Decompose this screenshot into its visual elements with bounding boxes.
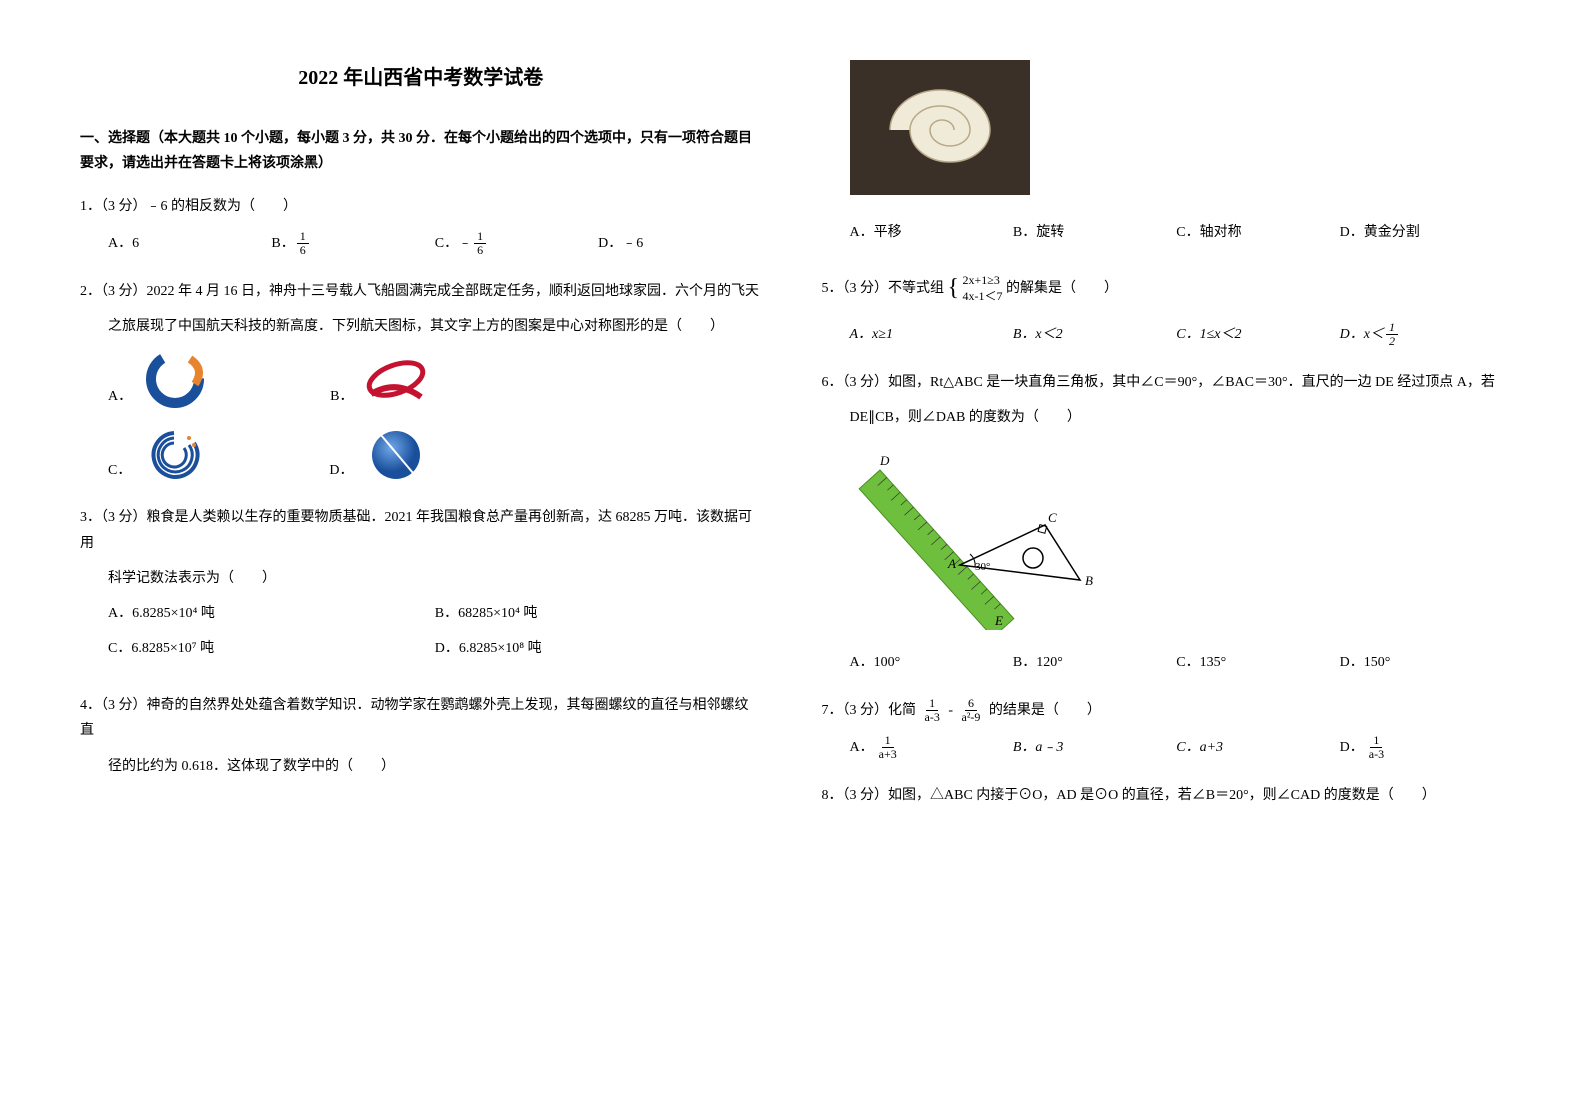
q6-opt-d: D．150° — [1340, 650, 1503, 675]
q2-opt-a-label: A． — [108, 384, 132, 409]
fraction-icon: 1a-3 — [922, 697, 943, 724]
q2-opt-c-label: C． — [108, 458, 131, 483]
question-7: 7．（3 分）化简 1a-3 - 6a²-9 的结果是（ ） A． 1a+3 B… — [822, 697, 1504, 762]
question-2: 2．（3 分）2022 年 4 月 16 日，神舟十三号载人飞船圆满完成全部既定… — [80, 279, 762, 483]
q7-opt-c: C．a+3 — [1176, 734, 1339, 761]
svg-text:A: A — [947, 556, 956, 571]
q6-text-2: DE∥CB，则∠DAB 的度数为（ ） — [822, 405, 1504, 430]
q3-opt-a: A．6.8285×10⁴ 吨 — [108, 601, 435, 626]
question-3: 3．（3 分）粮食是人类赖以生存的重要物质基础．2021 年我国粮食总产量再创新… — [80, 505, 762, 671]
brace-icon: { — [948, 275, 960, 301]
q1-opt-d: D．﹣6 — [598, 230, 761, 257]
q1-opt-b: B． 16 — [271, 230, 434, 257]
q6-opt-c: C．135° — [1176, 650, 1339, 675]
q4-opt-c: C．轴对称 — [1176, 220, 1339, 245]
q3-opt-c: C．6.8285×10⁷ 吨 — [108, 636, 435, 661]
q6-opt-a: A．100° — [850, 650, 1013, 675]
question-1: 1．（3 分）﹣6 的相反数为（ ） A．6 B． 16 C．﹣ 16 D．﹣6 — [80, 194, 762, 257]
q4-opt-d: D．黄金分割 — [1340, 220, 1503, 245]
fraction-icon: 1a-3 — [1366, 734, 1387, 761]
question-6: 6．（3 分）如图，Rt△ABC 是一块直角三角板，其中∠C＝90°，∠BAC＝… — [822, 370, 1504, 675]
logo-d-icon — [361, 423, 431, 483]
fraction-icon: 6a²-9 — [959, 697, 984, 724]
q6-text-1: 6．（3 分）如图，Rt△ABC 是一块直角三角板，其中∠C＝90°，∠BAC＝… — [822, 370, 1504, 395]
fraction-icon: 1a+3 — [876, 734, 900, 761]
q3-opt-d: D．6.8285×10⁸ 吨 — [435, 636, 762, 661]
q7-text: 7．（3 分）化简 1a-3 - 6a²-9 的结果是（ ） — [822, 697, 1504, 724]
q2-text-2: 之旅展现了中国航天科技的新高度．下列航天图标，其文字上方的图案是中心对称图形的是… — [80, 314, 762, 339]
q4-opt-b: B．旋转 — [1013, 220, 1176, 245]
q5-opt-c: C．1≤x＜2 — [1176, 321, 1339, 348]
q5-opt-a: A．x≥1 — [850, 321, 1013, 348]
q4-text-1: 4．（3 分）神奇的自然界处处蕴含着数学知识．动物学家在鹦鹉螺外壳上发现，其每圈… — [80, 693, 762, 743]
nautilus-photo-icon — [850, 60, 1030, 195]
question-8: 8．（3 分）如图，△ABC 内接于⊙O，AD 是⊙O 的直径，若∠B＝20°，… — [822, 783, 1504, 808]
logo-c-icon — [139, 423, 209, 483]
svg-text:E: E — [994, 613, 1003, 628]
q1-opt-a: A．6 — [108, 230, 271, 257]
fraction-icon: 16 — [474, 230, 486, 257]
q8-text: 8．（3 分）如图，△ABC 内接于⊙O，AD 是⊙O 的直径，若∠B＝20°，… — [822, 783, 1504, 808]
q7-opt-a: A． 1a+3 — [850, 734, 1013, 761]
svg-text:C: C — [1048, 510, 1057, 525]
q7-opt-b: B．a﹣3 — [1013, 734, 1176, 761]
q4-text-2: 径的比约为 0.618．这体现了数学中的（ ） — [80, 754, 762, 779]
question-5: 5．（3 分）不等式组 { 2x+1≥3 4x-1＜7 的解集是（ ） A．x≥… — [822, 267, 1504, 348]
fraction-icon: 12 — [1386, 321, 1398, 348]
q2-text-1: 2．（3 分）2022 年 4 月 16 日，神舟十三号载人飞船圆满完成全部既定… — [80, 279, 762, 304]
question-4-text: 4．（3 分）神奇的自然界处处蕴含着数学知识．动物学家在鹦鹉螺外壳上发现，其每圈… — [80, 693, 762, 779]
q3-text-1: 3．（3 分）粮食是人类赖以生存的重要物质基础．2021 年我国粮食总产量再创新… — [80, 505, 762, 555]
logo-b-icon — [361, 349, 431, 409]
svg-text:30°: 30° — [975, 561, 990, 573]
ruler-triangle-figure: D A B C E 30° — [850, 450, 1100, 630]
svg-text:B: B — [1085, 573, 1093, 588]
q1-opt-c: C．﹣ 16 — [435, 230, 598, 257]
q7-opt-d: D． 1a-3 — [1340, 734, 1503, 761]
q2-opt-d-label: D． — [329, 458, 353, 483]
q1-text: 1．（3 分）﹣6 的相反数为（ ） — [80, 194, 762, 219]
q6-opt-b: B．120° — [1013, 650, 1176, 675]
q5-opt-d: D．x＜ 12 — [1340, 321, 1503, 348]
q3-text-2: 科学记数法表示为（ ） — [80, 566, 762, 591]
section-header: 一、选择题（本大题共 10 个小题，每小题 3 分，共 30 分．在每个小题给出… — [80, 126, 762, 176]
q2-opt-b-label: B． — [330, 384, 353, 409]
fraction-icon: 16 — [297, 230, 309, 257]
q5-text: 5．（3 分）不等式组 { 2x+1≥3 4x-1＜7 的解集是（ ） — [822, 267, 1504, 310]
exam-title: 2022 年山西省中考数学试卷 — [80, 60, 762, 96]
logo-a-icon — [140, 349, 210, 409]
q4-opt-a: A．平移 — [850, 220, 1013, 245]
q3-opt-b: B．68285×10⁴ 吨 — [435, 601, 762, 626]
q5-opt-b: B．x＜2 — [1013, 321, 1176, 348]
svg-text:D: D — [879, 453, 890, 468]
